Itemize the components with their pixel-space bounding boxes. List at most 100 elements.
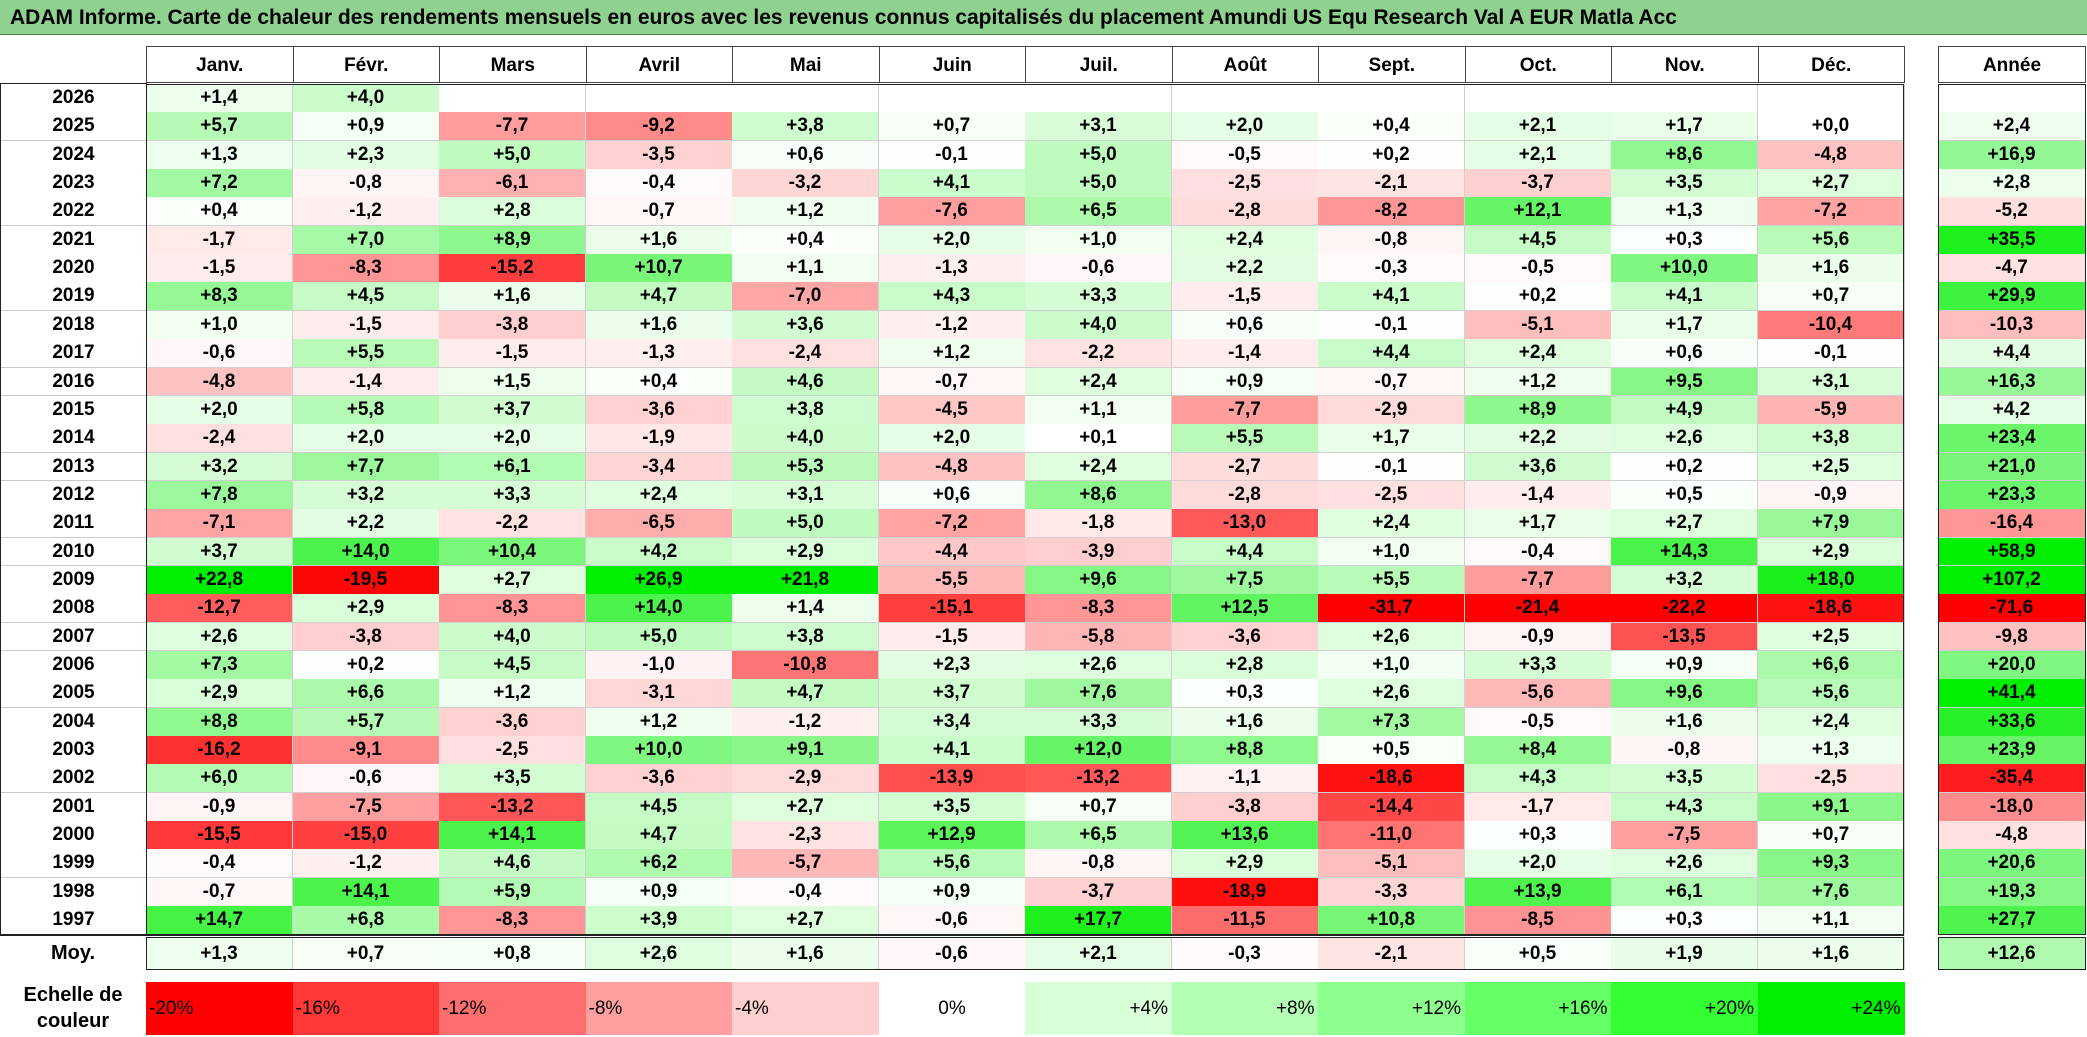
heatmap-cell: +4,1: [878, 736, 1026, 765]
heatmap-cell: -4,4: [878, 537, 1026, 567]
annual-cell: +4,4: [1938, 339, 2086, 368]
heatmap-cell: +7,5: [1171, 565, 1319, 595]
heatmap-cell: [585, 84, 733, 113]
heatmap-cell: +1,2: [878, 339, 1026, 368]
heatmap-cell: +8,8: [1171, 736, 1319, 765]
heatmap-cell: +5,6: [1757, 225, 1905, 255]
average-cell: +1,3: [146, 937, 293, 970]
annual-cell: +35,5: [1938, 225, 2086, 255]
year-label: 2015: [0, 395, 146, 425]
color-scale-step: -20%: [146, 982, 293, 1035]
heatmap-cell: -5,5: [878, 565, 1026, 595]
heatmap-cell: -15,5: [146, 821, 293, 850]
heatmap-cell: +6,2: [585, 849, 733, 879]
heatmap-cell: +1,1: [732, 254, 879, 283]
heatmap-cell: -1,5: [439, 339, 586, 368]
month-header: Août: [1171, 46, 1319, 83]
heatmap-cell: +0,2: [1318, 140, 1465, 170]
annual-cell: +16,9: [1938, 140, 2086, 170]
average-label: Moy.: [0, 937, 146, 970]
heatmap-cell: +4,6: [439, 849, 586, 879]
heatmap-cell: -1,7: [146, 225, 293, 255]
year-label: 2008: [0, 594, 146, 624]
month-header: Déc.: [1757, 46, 1905, 83]
month-header: Juin: [878, 46, 1026, 83]
heatmap-cell: +2,9: [732, 537, 879, 567]
heatmap-cell: +0,9: [585, 877, 733, 907]
heatmap-cell: +14,0: [585, 594, 733, 624]
heatmap-cell: +12,1: [1464, 197, 1612, 227]
heatmap-cell: -5,8: [1025, 622, 1172, 652]
heatmap-cell: [1025, 84, 1172, 113]
heatmap-cell: -7,7: [439, 112, 586, 142]
heatmap-cell: -0,9: [1464, 622, 1612, 652]
heatmap-cell: -2,9: [732, 764, 879, 794]
heatmap-cell: -2,2: [439, 509, 586, 539]
annual-cell: -4,8: [1938, 821, 2086, 850]
heatmap-cell: -1,0: [585, 651, 733, 680]
color-scale-step: +24%: [1757, 982, 1905, 1035]
heatmap-cell: -7,2: [1757, 197, 1905, 227]
average-cell: +1,6: [732, 937, 879, 970]
heatmap-cell: -3,7: [1025, 877, 1172, 907]
month-header: Janv.: [146, 46, 294, 83]
heatmap-cell: +3,4: [878, 707, 1026, 737]
heatmap-cell: +7,6: [1025, 679, 1172, 709]
heatmap-cell: +4,5: [292, 282, 440, 312]
heatmap-cell: +4,6: [732, 367, 879, 397]
heatmap-cell: -18,6: [1757, 594, 1905, 624]
heatmap-cell: -2,2: [1025, 339, 1172, 368]
heatmap-cell: -0,3: [1318, 254, 1465, 283]
average-cell: +0,5: [1464, 937, 1612, 970]
average-cell: +1,9: [1611, 937, 1758, 970]
annual-cell: -35,4: [1938, 764, 2086, 794]
heatmap-cell: +2,4: [1171, 225, 1319, 255]
heatmap-cell: -1,7: [1464, 792, 1612, 822]
annual-cell: -10,3: [1938, 310, 2086, 340]
heatmap-cell: +0,7: [1757, 821, 1905, 850]
heatmap-cell: +1,6: [585, 225, 733, 255]
heatmap-cell: +10,0: [1611, 254, 1758, 283]
heatmap-cell: +2,0: [1464, 849, 1612, 879]
heatmap-cell: +12,0: [1025, 736, 1172, 765]
heatmap-cell: -8,3: [439, 594, 586, 624]
annual-cell: -16,4: [1938, 509, 2086, 539]
heatmap-cell: +0,4: [585, 367, 733, 397]
heatmap-cell: +2,7: [439, 565, 586, 595]
heatmap-cell: +6,1: [1611, 877, 1758, 907]
annual-cell: -4,7: [1938, 254, 2086, 283]
average-cell: +1,6: [1757, 937, 1905, 970]
heatmap-cell: +0,0: [1757, 112, 1905, 142]
heatmap-cell: -7,0: [732, 282, 879, 312]
heatmap-cell: +4,1: [878, 169, 1026, 198]
heatmap-cell: +0,6: [878, 480, 1026, 510]
heatmap-cell: +4,3: [1464, 764, 1612, 794]
heatmap-cell: +2,0: [146, 395, 293, 425]
heatmap-cell: +3,2: [292, 480, 440, 510]
heatmap-cell: +7,3: [1318, 707, 1465, 737]
year-label: 2020: [0, 254, 146, 283]
year-label: 2011: [0, 509, 146, 539]
heatmap-cell: +2,6: [1611, 849, 1758, 879]
month-header: Nov.: [1611, 46, 1759, 83]
heatmap-cell: +17,7: [1025, 906, 1172, 935]
month-header: Févr.: [292, 46, 440, 83]
color-scale-step: +8%: [1171, 982, 1319, 1035]
year-label: 2016: [0, 367, 146, 397]
heatmap-cell: +3,1: [1025, 112, 1172, 142]
heatmap-cell: -3,6: [585, 764, 733, 794]
heatmap-cell: +0,5: [1318, 736, 1465, 765]
heatmap-cell: +0,3: [1611, 225, 1758, 255]
average-cell: +0,8: [439, 937, 586, 970]
heatmap-cell: -1,4: [1464, 480, 1612, 510]
heatmap-cell: +7,0: [292, 225, 440, 255]
heatmap-cell: -0,7: [1318, 367, 1465, 397]
heatmap-cell: +4,1: [1611, 282, 1758, 312]
heatmap-cell: -10,4: [1757, 310, 1905, 340]
heatmap-cell: +8,9: [1464, 395, 1612, 425]
heatmap-cell: +21,8: [732, 565, 879, 595]
heatmap-cell: +3,9: [585, 906, 733, 935]
heatmap-cell: +0,1: [1025, 424, 1172, 454]
heatmap-cell: +4,3: [878, 282, 1026, 312]
heatmap-cell: -2,5: [1171, 169, 1319, 198]
